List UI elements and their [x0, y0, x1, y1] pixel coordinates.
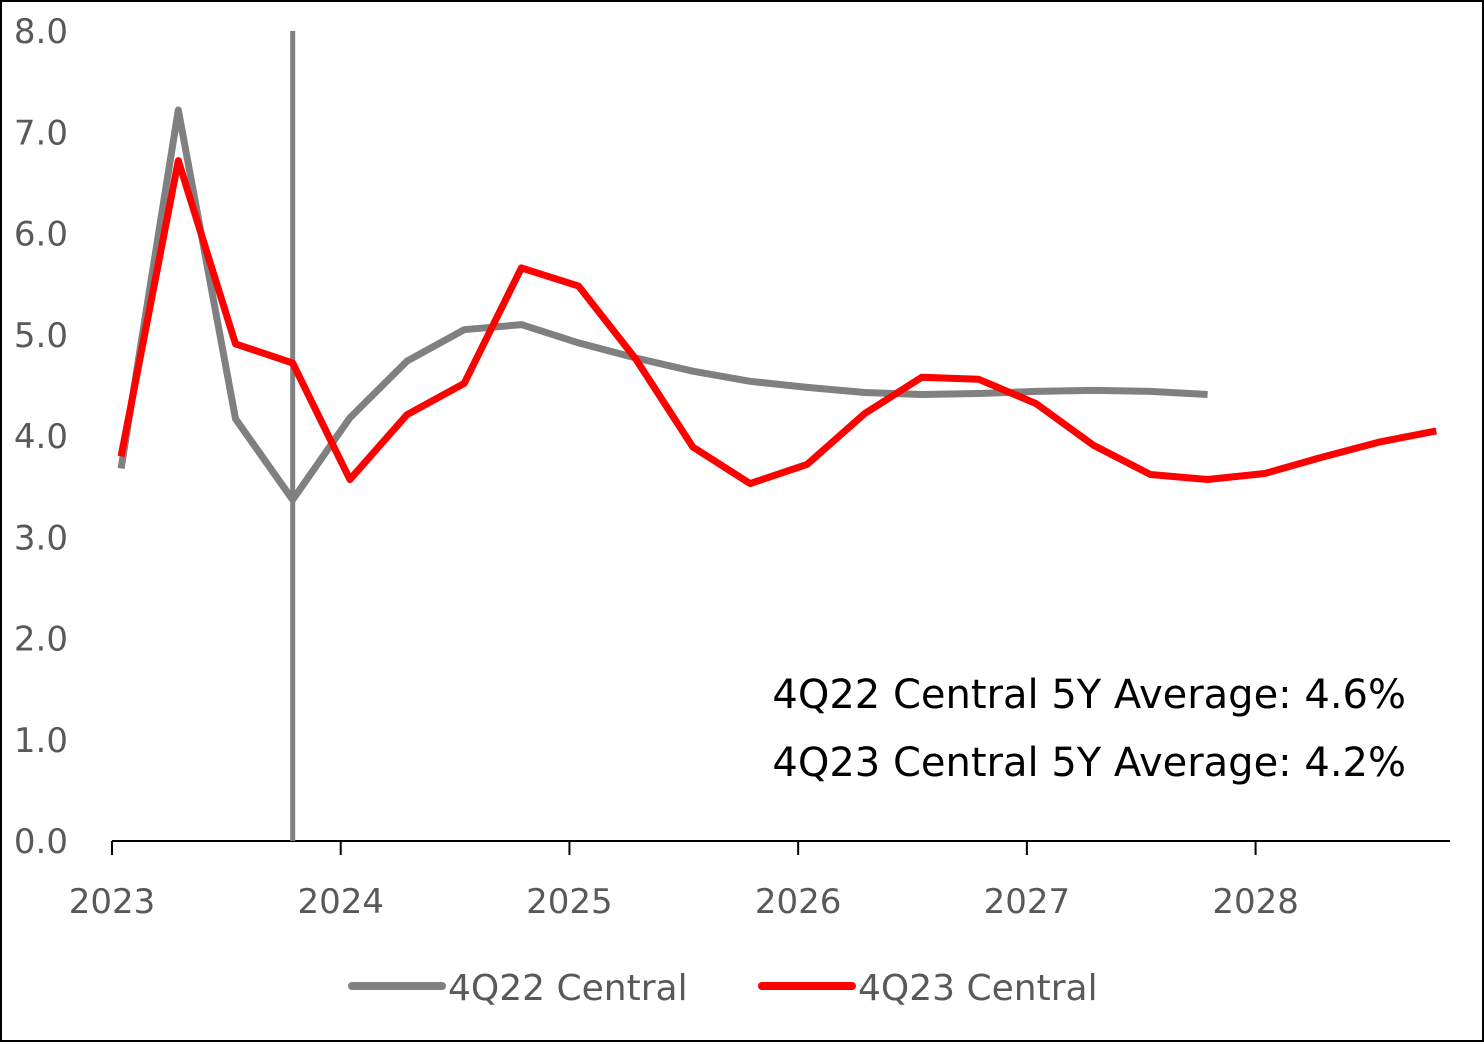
legend-item-4q23[interactable]: 4Q23 Central: [758, 968, 1098, 1009]
x-tick-label: 2026: [755, 882, 842, 922]
x-tick-label: 2023: [69, 882, 156, 922]
y-tick-label: 1.0: [14, 721, 68, 761]
series-line-4q23-central[interactable]: [117, 157, 1437, 488]
y-tick-label: 6.0: [14, 215, 68, 255]
x-tick-label: 2027: [984, 882, 1071, 922]
y-tick-label: 4.0: [14, 417, 68, 457]
annotation-4q22-average: 4Q22 Central 5Y Average: 4.6%: [772, 672, 1406, 718]
annotation-4q23-average: 4Q23 Central 5Y Average: 4.2%: [772, 740, 1406, 786]
y-tick-label: 5.0: [14, 316, 68, 356]
x-tick-label: 2028: [1212, 882, 1299, 922]
x-tick-label: 2024: [297, 882, 384, 922]
y-tick-label: 3.0: [14, 518, 68, 558]
y-axis-ticks: 0.0 1.0 2.0 3.0 4.0 5.0 6.0 7.0 8.0: [14, 12, 68, 862]
series-line-4q22-central[interactable]: [117, 106, 1208, 504]
legend: 4Q22 Central 4Q23 Central: [348, 968, 1098, 1009]
legend-label-4q22: 4Q22 Central: [448, 968, 688, 1009]
annotations: 4Q22 Central 5Y Average: 4.6% 4Q23 Centr…: [772, 672, 1406, 786]
series-layer: [117, 106, 1437, 504]
x-axis-ticks: 2023 2024 2025 2026 2027 2028: [69, 841, 1299, 922]
x-tick-label: 2025: [526, 882, 613, 922]
y-tick-label: 0.0: [14, 822, 68, 862]
legend-label-4q23: 4Q23 Central: [858, 968, 1098, 1009]
y-tick-label: 7.0: [14, 113, 68, 153]
legend-item-4q22[interactable]: 4Q22 Central: [348, 968, 688, 1009]
y-tick-label: 2.0: [14, 620, 68, 660]
y-tick-label: 8.0: [14, 12, 68, 52]
